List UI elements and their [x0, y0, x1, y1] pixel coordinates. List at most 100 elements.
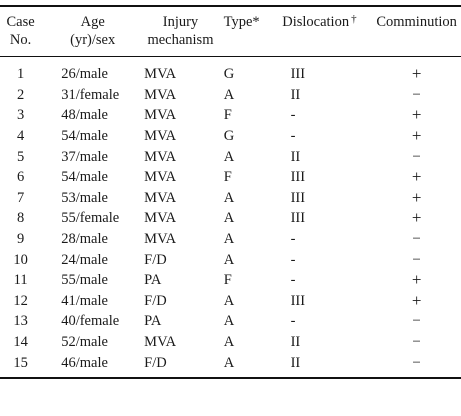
cell-comminution: +	[411, 270, 422, 290]
header-injury-line1: Injury	[162, 14, 199, 30]
table-row: 14 52/male MVA A II −	[0, 332, 461, 353]
cell-dislocation: -	[290, 231, 296, 248]
cell-comminution: +	[411, 187, 422, 207]
cell-injury-mechanism: F/D	[144, 251, 167, 268]
cell-comminution: −	[412, 86, 421, 103]
table-row: 11 55/male PA F - +	[0, 270, 461, 291]
cell-type: A	[223, 148, 235, 165]
cell-dislocation: II	[290, 86, 301, 103]
header-case-line2: No.	[9, 32, 32, 48]
cell-comminution: +	[411, 208, 422, 228]
cell-injury-mechanism: MVA	[144, 86, 177, 103]
cell-comminution: +	[411, 64, 422, 84]
cell-type: A	[223, 334, 235, 351]
header-age-line1: Age	[80, 14, 105, 30]
cell-type: A	[223, 231, 235, 248]
cell-dislocation: II	[290, 354, 301, 371]
header-comminution: Comminution	[372, 6, 461, 57]
header-dislocation-label: Dislocation	[282, 14, 350, 30]
cell-age-sex: 41/male	[61, 292, 108, 309]
cell-dislocation: II	[290, 334, 301, 351]
cell-injury-mechanism: MVA	[144, 210, 177, 227]
cell-case-no: 6	[16, 169, 25, 186]
cell-type: F	[223, 107, 232, 124]
cell-case-no: 9	[16, 231, 25, 248]
cell-injury-mechanism: MVA	[144, 334, 177, 351]
cell-case-no: 11	[13, 272, 28, 289]
cell-age-sex: 40/female	[61, 313, 120, 330]
cell-age-sex: 53/male	[61, 189, 108, 206]
cell-type: A	[223, 354, 235, 371]
table-row: 7 53/male MVA A III +	[0, 188, 461, 209]
table-row: 15 46/male F/D A II −	[0, 352, 461, 378]
cell-comminution: −	[412, 334, 421, 351]
header-injury-mechanism: Injury mechanism	[144, 6, 217, 57]
cell-age-sex: 55/female	[61, 210, 120, 227]
cell-dislocation: -	[290, 107, 296, 124]
table-row: 1 26/male MVA G III +	[0, 57, 461, 85]
cell-age-sex: 55/male	[61, 272, 108, 289]
table-row: 13 40/female PA A - −	[0, 311, 461, 332]
cell-dislocation: III	[290, 169, 306, 186]
header-injury-line2: mechanism	[147, 32, 214, 48]
table-row: 8 55/female MVA A III +	[0, 208, 461, 229]
cell-age-sex: 48/male	[61, 107, 108, 124]
cell-injury-mechanism: PA	[144, 272, 162, 289]
table-row: 3 48/male MVA F - +	[0, 105, 461, 126]
cell-injury-mechanism: MVA	[144, 169, 177, 186]
table-row: 5 37/male MVA A II −	[0, 146, 461, 167]
cell-case-no: 5	[16, 148, 25, 165]
table-row: 9 28/male MVA A - −	[0, 229, 461, 250]
cell-age-sex: 24/male	[61, 251, 108, 268]
cell-case-no: 14	[13, 334, 28, 351]
cell-age-sex: 52/male	[61, 334, 108, 351]
cell-dislocation: -	[290, 251, 296, 268]
cell-comminution: +	[411, 126, 422, 146]
header-age-line2: (yr)/sex	[70, 32, 116, 48]
cell-type: A	[223, 313, 235, 330]
header-age-sex: Age (yr)/sex	[41, 6, 144, 57]
cell-injury-mechanism: MVA	[144, 107, 177, 124]
table-row: 2 31/female MVA A II −	[0, 85, 461, 106]
cell-age-sex: 46/male	[61, 354, 108, 371]
cell-injury-mechanism: MVA	[144, 128, 177, 145]
header-case-no: Case No.	[0, 6, 41, 57]
header-row: Case No. Age (yr)/sex Injury mechanism T…	[0, 6, 461, 57]
cell-comminution: +	[411, 167, 422, 187]
cell-dislocation: -	[290, 272, 296, 289]
cell-comminution: −	[412, 148, 421, 165]
cell-case-no: 12	[13, 292, 28, 309]
cell-comminution: +	[411, 290, 422, 310]
cell-age-sex: 28/male	[61, 231, 108, 248]
cell-type: F	[223, 169, 232, 186]
header-type-label: Type*	[223, 14, 260, 30]
cell-type: A	[223, 210, 235, 227]
cell-case-no: 7	[16, 189, 25, 206]
cell-type: F	[223, 272, 232, 289]
cell-comminution: −	[412, 354, 421, 371]
header-dislocation: Dislocation †	[267, 6, 373, 57]
cell-case-no: 10	[13, 251, 28, 268]
cell-type: G	[223, 66, 235, 83]
cell-injury-mechanism: MVA	[144, 231, 177, 248]
cell-case-no: 3	[16, 107, 25, 124]
cell-case-no: 13	[13, 313, 28, 330]
cell-injury-mechanism: MVA	[144, 148, 177, 165]
cell-injury-mechanism: MVA	[144, 189, 177, 206]
cell-case-no: 1	[16, 66, 25, 83]
table-row: 10 24/male F/D A - −	[0, 249, 461, 270]
cell-dislocation: III	[290, 189, 306, 206]
cell-case-no: 8	[16, 210, 25, 227]
cell-dislocation: III	[290, 210, 306, 227]
cell-type: A	[223, 251, 235, 268]
cell-dislocation: -	[290, 128, 296, 145]
table-header: Case No. Age (yr)/sex Injury mechanism T…	[0, 6, 461, 57]
cell-type: G	[223, 128, 235, 145]
dagger-footnote-mark: †	[351, 13, 357, 25]
cell-injury-mechanism: F/D	[144, 292, 167, 309]
cell-case-no: 2	[16, 86, 25, 103]
cell-injury-mechanism: F/D	[144, 354, 167, 371]
cell-type: A	[223, 292, 235, 309]
cell-age-sex: 54/male	[61, 169, 108, 186]
